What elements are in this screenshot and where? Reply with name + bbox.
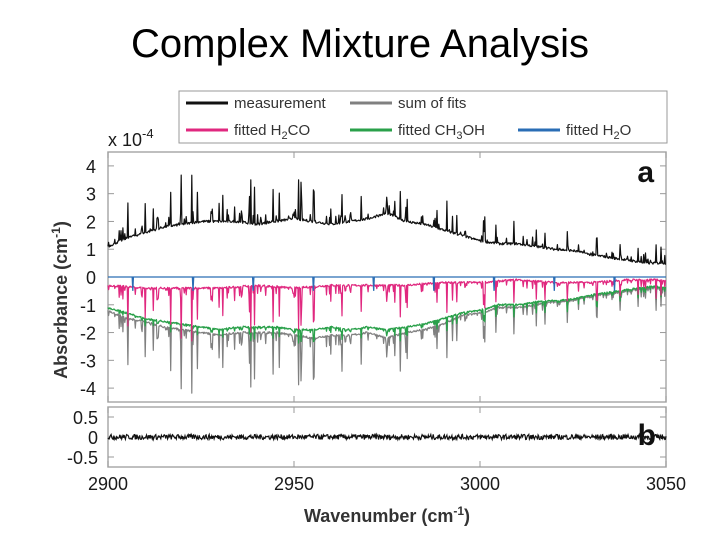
panel-a-ytick-label: 4: [86, 157, 96, 177]
panel-a-ytick-label: -1: [80, 296, 96, 316]
panel-a-ylabel: Absorbance (cm-1): [49, 221, 71, 379]
panel-a-ytick-label: -3: [80, 351, 96, 371]
panel-b-xtick-label: 2900: [88, 474, 128, 494]
panel-b-ytick-label: 0: [88, 428, 98, 448]
legend-label-fitted_ch3oh: fitted CH3OH: [398, 122, 485, 142]
series-measurement: [107, 174, 667, 265]
panel-b-xtick-label: 3050: [646, 474, 686, 494]
legend: measurement sum of fits fitted H2CO fitted …: [178, 90, 668, 144]
panel-a-ytick-label: 2: [86, 212, 96, 232]
series-residual: [107, 432, 667, 442]
panel-a-ytick-label: 3: [86, 185, 96, 205]
series-fitted-ch3oh: [107, 285, 667, 344]
panel-b-xtick-label: 3000: [460, 474, 500, 494]
panel-b-ytick-label: 0.5: [73, 408, 98, 428]
panel-b-letter: b: [638, 419, 656, 452]
panel-a-ytick-label: 1: [86, 240, 96, 260]
panel-a-ytick-label: -2: [80, 324, 96, 344]
legend-label-measurement: measurement: [234, 95, 327, 112]
legend-box: [178, 90, 668, 144]
panel-a-ytick-label: -4: [80, 379, 96, 399]
series-fitted-h2co: [107, 278, 667, 342]
panel-b-ytick-label: -0.5: [67, 448, 98, 468]
series-fitted-h2o: [108, 276, 666, 291]
series-sum-of-fits: [107, 286, 667, 394]
panel-b-xlabel: Wavenumber (cm-1): [304, 504, 470, 526]
legend-label-fitted_h2co: fitted H2CO: [234, 122, 310, 142]
panel-a-ytick-label: 0: [86, 268, 96, 288]
panel-a-letter: a: [637, 156, 654, 189]
slide-title: Complex Mixture Analysis: [131, 22, 589, 66]
legend-label-sum_of_fits: sum of fits: [398, 95, 466, 112]
scale-factor-label: x 10-4: [108, 126, 154, 150]
legend-label-fitted_h2o: fitted H2O: [566, 122, 631, 142]
panel-b-xtick-label: 2950: [274, 474, 314, 494]
